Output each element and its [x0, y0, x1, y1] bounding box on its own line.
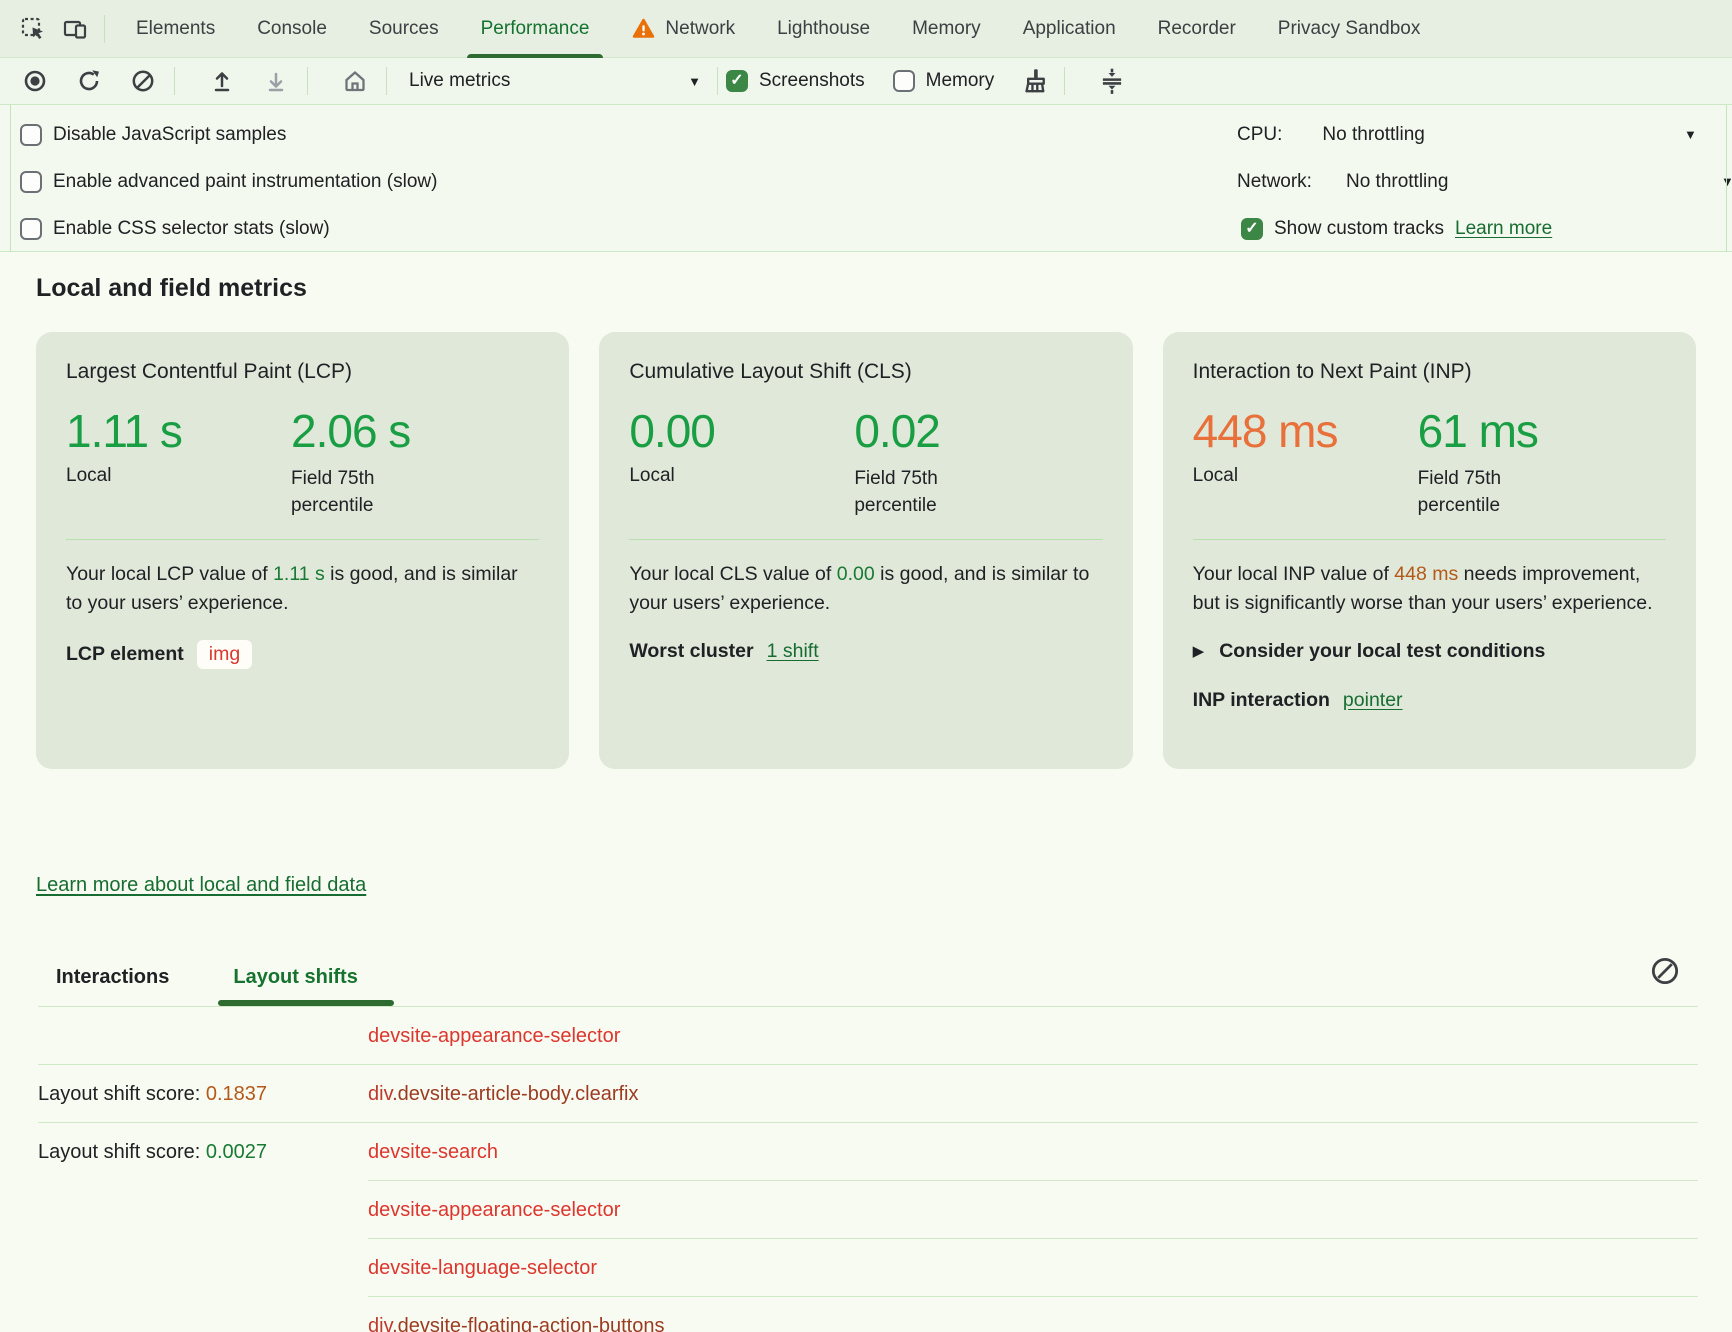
- shift-element-link[interactable]: div.devsite-floating-action-buttons: [368, 1314, 665, 1332]
- show-custom-tracks-checkbox[interactable]: [1241, 218, 1263, 240]
- tab-memory[interactable]: Memory: [912, 17, 981, 39]
- shift-element-link[interactable]: div.devsite-article-body.clearfix: [368, 1082, 639, 1105]
- record-icon[interactable]: [20, 66, 50, 96]
- tab-layout-shifts[interactable]: Layout shifts: [233, 966, 358, 988]
- cls-local-value: 0.00: [629, 405, 716, 457]
- reload-record-icon[interactable]: [74, 66, 104, 96]
- layout-shift-row: Layout shift score: 0.0027 devsite-searc…: [38, 1123, 1698, 1181]
- clear-icon[interactable]: [128, 66, 158, 96]
- disable-js-samples-row[interactable]: Disable JavaScript samples: [20, 120, 286, 150]
- shift-element-link[interactable]: devsite-search: [368, 1140, 499, 1163]
- separator: [307, 67, 308, 95]
- lcp-local-value: 1.11 s: [66, 405, 183, 457]
- active-tab-underline: [218, 1000, 394, 1006]
- memory-checkbox-row[interactable]: Memory: [892, 70, 994, 92]
- cls-card: Cumulative Layout Shift (CLS) 0.00 Local…: [599, 332, 1133, 769]
- page-title: Local and field metrics: [36, 274, 307, 302]
- metric-cards: Largest Contentful Paint (LCP) 1.11 s Lo…: [36, 332, 1696, 769]
- custom-tracks-learn-more-link[interactable]: Learn more: [1455, 218, 1553, 239]
- lcp-card-title: Largest Contentful Paint (LCP): [66, 360, 352, 383]
- layout-shift-row: div.devsite-floating-action-buttons: [38, 1297, 1698, 1332]
- disclosure-triangle-icon: ▶: [1192, 643, 1205, 661]
- tab-network[interactable]: Network: [610, 0, 756, 57]
- upload-profile-icon[interactable]: [207, 66, 237, 96]
- css-selector-stats-checkbox[interactable]: [20, 218, 42, 240]
- separator: [174, 67, 175, 95]
- inp-description: Your local INP value of 448 ms needs imp…: [1192, 562, 1653, 614]
- download-profile-icon[interactable]: [261, 66, 291, 96]
- lcp-element-node-link[interactable]: img: [196, 639, 253, 669]
- panel-mode-select[interactable]: Live metrics ▼: [409, 70, 701, 91]
- tab-application[interactable]: Application: [1022, 17, 1116, 39]
- inspect-element-icon[interactable]: [18, 14, 48, 44]
- disable-js-samples-checkbox[interactable]: [20, 124, 42, 146]
- cpu-throttling-select[interactable]: No throttling: [1322, 124, 1425, 145]
- inp-interaction-link[interactable]: pointer: [1342, 688, 1403, 711]
- inp-card-title: Interaction to Next Paint (INP): [1192, 360, 1472, 383]
- layout-shift-list: devsite-appearance-selector Layout shift…: [38, 1006, 1698, 1332]
- collapse-panel-icon[interactable]: [1097, 66, 1127, 96]
- field-data-learn-more-link[interactable]: Learn more about local and field data: [36, 874, 367, 896]
- tab-performance[interactable]: Performance: [460, 0, 611, 58]
- advanced-paint-checkbox[interactable]: [20, 171, 42, 193]
- lcp-description: Your local LCP value of 1.11 s is good, …: [66, 562, 518, 614]
- separator: [104, 14, 105, 43]
- tab-console[interactable]: Console: [257, 17, 327, 39]
- clear-log-icon[interactable]: [1648, 954, 1682, 988]
- inp-field-value: 61 ms: [1417, 405, 1539, 457]
- devtools-tabbar: Elements Console Sources Performance Net…: [0, 0, 1732, 58]
- home-icon[interactable]: [340, 66, 370, 96]
- cls-field-value: 0.02: [854, 405, 941, 457]
- cpu-throttling-row: CPU: No throttling: [1237, 124, 1425, 145]
- screenshots-checkbox-row[interactable]: Screenshots: [726, 70, 865, 92]
- layout-shift-row: Layout shift score: 0.1837 div.devsite-a…: [38, 1065, 1698, 1123]
- tab-privacy-sandbox[interactable]: Privacy Sandbox: [1277, 17, 1421, 39]
- lcp-element-label: LCP element: [66, 642, 184, 665]
- inp-card: Interaction to Next Paint (INP) 448 ms L…: [1162, 332, 1696, 769]
- separator: [717, 67, 718, 95]
- layout-shift-row: devsite-language-selector: [38, 1239, 1698, 1297]
- layout-shift-row: devsite-appearance-selector: [38, 1007, 1698, 1065]
- tab-elements[interactable]: Elements: [136, 17, 216, 39]
- worst-cluster-label: Worst cluster: [629, 639, 754, 662]
- shift-element-link[interactable]: devsite-appearance-selector: [368, 1024, 621, 1047]
- shift-element-link[interactable]: devsite-language-selector: [368, 1256, 598, 1279]
- tab-sources[interactable]: Sources: [368, 17, 439, 39]
- layout-shift-row: devsite-appearance-selector: [38, 1181, 1698, 1239]
- separator: [386, 67, 387, 95]
- inp-interaction-label: INP interaction: [1192, 688, 1330, 711]
- show-custom-tracks-row[interactable]: Show custom tracks Learn more: [1241, 214, 1552, 244]
- local-test-conditions-disclosure[interactable]: ▶ Consider your local test conditions: [1192, 639, 1546, 662]
- capture-settings: Disable JavaScript samples Enable advanc…: [0, 105, 1732, 252]
- tab-lighthouse[interactable]: Lighthouse: [777, 17, 871, 39]
- warning-icon: [631, 17, 656, 41]
- lcp-field-value: 2.06 s: [291, 405, 411, 457]
- tab-interactions[interactable]: Interactions: [56, 966, 170, 988]
- advanced-paint-row[interactable]: Enable advanced paint instrumentation (s…: [20, 167, 437, 197]
- screenshots-checkbox[interactable]: [726, 70, 748, 92]
- caret-down-icon[interactable]: ▼: [1684, 127, 1697, 142]
- separator: [1064, 67, 1066, 95]
- shift-element-link[interactable]: devsite-appearance-selector: [368, 1198, 621, 1221]
- worst-cluster-link[interactable]: 1 shift: [766, 639, 819, 662]
- garbage-collect-icon[interactable]: [1018, 66, 1048, 96]
- cls-description: Your local CLS value of 0.00 is good, an…: [629, 562, 1090, 614]
- network-throttling-row: Network: No throttling: [1237, 171, 1449, 192]
- divider: [629, 538, 1103, 540]
- inp-local-value: 448 ms: [1192, 405, 1339, 457]
- css-selector-stats-row[interactable]: Enable CSS selector stats (slow): [20, 214, 330, 244]
- live-metrics-view: Local and field metrics Largest Contentf…: [0, 252, 1732, 1332]
- tab-recorder[interactable]: Recorder: [1157, 17, 1236, 39]
- divider: [1192, 538, 1666, 540]
- cls-card-title: Cumulative Layout Shift (CLS): [629, 360, 912, 383]
- network-throttling-select[interactable]: No throttling: [1345, 171, 1449, 192]
- lcp-card: Largest Contentful Paint (LCP) 1.11 s Lo…: [36, 332, 570, 769]
- memory-checkbox[interactable]: [892, 70, 915, 92]
- divider: [66, 538, 540, 540]
- device-toolbar-icon[interactable]: [60, 14, 90, 44]
- caret-down-icon: ▼: [688, 73, 701, 89]
- performance-toolbar: Live metrics ▼ Screenshots Memory: [0, 58, 1732, 105]
